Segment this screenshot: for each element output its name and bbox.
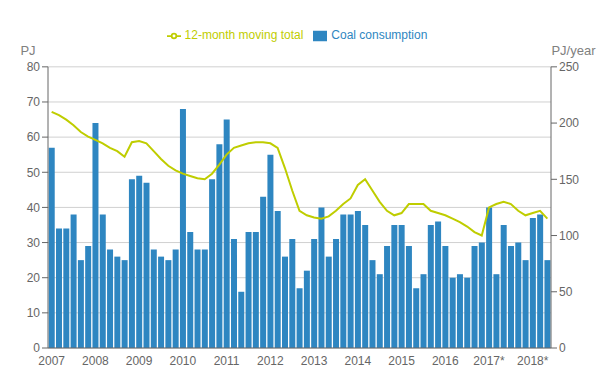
svg-text:0: 0 xyxy=(559,341,566,355)
svg-text:2015: 2015 xyxy=(388,354,415,368)
svg-text:2008: 2008 xyxy=(82,354,109,368)
svg-text:100: 100 xyxy=(559,229,579,243)
svg-text:PJ/year: PJ/year xyxy=(551,43,596,58)
svg-text:2016: 2016 xyxy=(432,354,459,368)
svg-text:2010: 2010 xyxy=(170,354,197,368)
svg-text:2012: 2012 xyxy=(257,354,284,368)
svg-text:60: 60 xyxy=(27,130,41,144)
svg-text:250: 250 xyxy=(559,60,579,74)
svg-text:80: 80 xyxy=(27,60,41,74)
svg-text:2018*: 2018* xyxy=(517,354,549,368)
svg-text:20: 20 xyxy=(27,271,41,285)
html-text:12-month moving total: 12-month moving total xyxy=(184,28,304,42)
svg-text:200: 200 xyxy=(559,116,579,130)
svg-text:PJ: PJ xyxy=(20,43,35,58)
svg-text:2011: 2011 xyxy=(214,354,240,368)
svg-text:10: 10 xyxy=(27,306,41,320)
svg-text:2009: 2009 xyxy=(126,354,153,368)
svg-text:2007: 2007 xyxy=(38,354,65,368)
svg-text:150: 150 xyxy=(559,173,579,187)
html-text:Coal consumption: Coal consumption xyxy=(331,28,428,42)
svg-text:50: 50 xyxy=(559,285,573,299)
svg-text:2014: 2014 xyxy=(344,354,371,368)
svg-text:30: 30 xyxy=(27,236,41,250)
svg-text:0: 0 xyxy=(33,341,40,355)
svg-text:50: 50 xyxy=(27,166,41,180)
svg-text:2017*: 2017* xyxy=(473,354,505,368)
svg-text:40: 40 xyxy=(27,201,41,215)
svg-text:70: 70 xyxy=(27,95,41,109)
svg-text:2013: 2013 xyxy=(301,354,328,368)
